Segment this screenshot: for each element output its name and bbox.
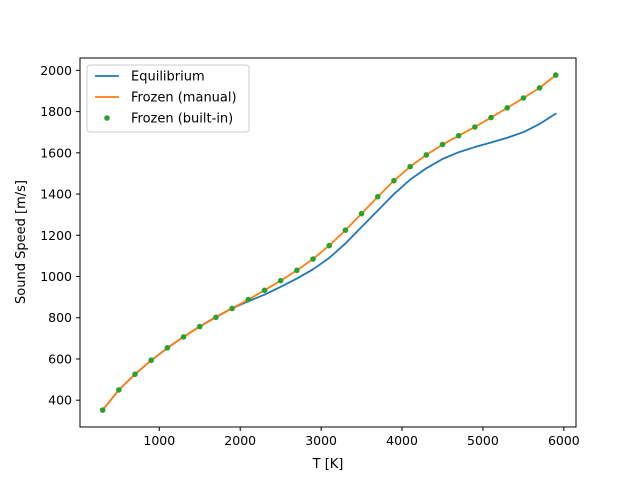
- series-point-2: [455, 132, 462, 139]
- series-point-2: [407, 163, 413, 170]
- y-tick-label: 1000: [40, 269, 72, 284]
- y-tick-label: 1200: [40, 228, 72, 243]
- legend-label-1: Frozen (manual): [131, 91, 237, 106]
- y-tick-label: 1400: [40, 187, 72, 202]
- series-point-2: [229, 305, 235, 312]
- series-point-2: [164, 345, 171, 351]
- x-tick-label: 4000: [386, 433, 418, 448]
- x-tick-label: 5000: [467, 433, 499, 448]
- series-point-2: [472, 124, 478, 130]
- series-point-2: [358, 210, 365, 217]
- series-point-2: [310, 256, 316, 262]
- legend-swatch-2: [104, 115, 110, 121]
- series-point-2: [99, 407, 106, 413]
- series-point-2: [116, 387, 122, 393]
- series-point-2: [504, 105, 511, 111]
- series-point-2: [439, 141, 446, 148]
- legend: Equilibrium Frozen (manual) Frozen (built-…: [86, 64, 250, 133]
- legend-label-2: Frozen (built-in): [131, 112, 233, 127]
- series-point-2: [391, 177, 397, 184]
- series-point-2: [552, 72, 559, 78]
- x-tick-label: 1000: [143, 433, 175, 448]
- series-point-2: [180, 334, 187, 340]
- y-axis: 400 600 800 1000 1200 1400 1600 1800 2000: [40, 63, 80, 408]
- y-axis-label: Sound Speed [m/s]: [14, 180, 29, 304]
- x-tick-label: 3000: [305, 433, 337, 448]
- x-tick-label: 2000: [224, 433, 256, 448]
- y-tick-label: 1800: [40, 104, 72, 119]
- series-point-2: [326, 242, 333, 249]
- series-point-2: [423, 152, 430, 158]
- series-point-2: [520, 95, 527, 101]
- x-tick-label: 6000: [548, 433, 580, 448]
- y-tick-label: 400: [48, 393, 72, 408]
- y-tick-label: 800: [48, 310, 72, 325]
- plot-area: [99, 72, 559, 413]
- x-axis-label: T [K]: [312, 457, 344, 472]
- y-tick-label: 1600: [40, 145, 72, 160]
- legend-box: [86, 64, 250, 133]
- legend-label-0: Equilibrium: [131, 70, 205, 85]
- series-point-2: [213, 314, 219, 321]
- plot-frame: [79, 57, 577, 428]
- series-point-2: [277, 277, 284, 284]
- series-point-2: [245, 296, 252, 303]
- x-axis: 1000 2000 3000 4000 5000 6000: [143, 427, 580, 448]
- y-tick-label: 2000: [40, 63, 72, 78]
- series-point-2: [261, 287, 268, 294]
- series-point-2: [148, 357, 155, 364]
- series-point-2: [294, 267, 300, 274]
- series-point-2: [196, 323, 203, 330]
- series-point-2: [342, 227, 349, 233]
- series-point-2: [374, 193, 381, 200]
- series-point-2: [488, 114, 494, 121]
- series-point-2: [132, 371, 138, 378]
- y-tick-label: 600: [48, 351, 72, 366]
- series-point-2: [536, 85, 543, 91]
